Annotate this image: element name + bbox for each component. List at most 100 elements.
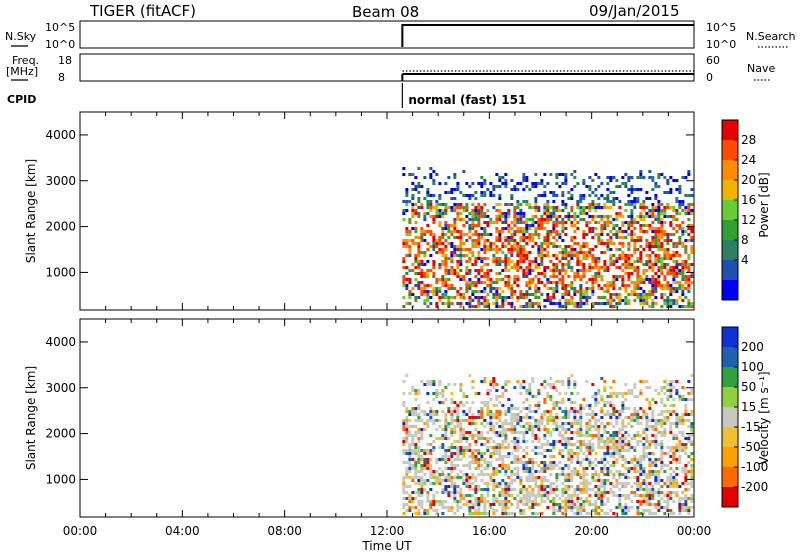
data-cell <box>621 419 625 422</box>
data-cell <box>531 185 535 188</box>
data-cell <box>444 263 448 266</box>
data-cell <box>648 446 652 449</box>
data-cell <box>507 506 511 509</box>
data-cell <box>552 404 556 407</box>
data-cell <box>540 272 544 275</box>
x-tick-label: 12:00 <box>370 524 405 538</box>
data-cell <box>642 509 646 512</box>
data-cell <box>555 275 559 278</box>
data-cell <box>471 254 475 257</box>
data-cell <box>570 401 574 404</box>
data-cell <box>429 302 433 305</box>
data-cell <box>435 500 439 503</box>
data-cell <box>576 221 580 224</box>
data-cell <box>417 479 421 482</box>
data-cell <box>519 392 523 395</box>
data-cell <box>465 500 469 503</box>
data-cell <box>570 281 574 284</box>
data-cell <box>675 419 679 422</box>
data-cell <box>639 176 643 179</box>
data-cell <box>663 221 667 224</box>
data-cell <box>486 215 490 218</box>
data-cell <box>687 299 691 302</box>
data-cell <box>651 209 655 212</box>
data-cell <box>471 413 475 416</box>
data-cell <box>615 458 619 461</box>
data-cell <box>432 290 436 293</box>
data-cell <box>435 437 439 440</box>
data-cell <box>684 482 688 485</box>
data-cell <box>402 404 406 407</box>
data-cell <box>408 410 412 413</box>
data-cell <box>525 488 529 491</box>
data-cell <box>459 425 463 428</box>
data-cell <box>492 470 496 473</box>
data-cell <box>615 233 619 236</box>
data-cell <box>534 476 538 479</box>
data-cell <box>480 182 484 185</box>
data-cell <box>534 410 538 413</box>
data-cell <box>480 257 484 260</box>
data-cell <box>477 212 481 215</box>
data-cell <box>588 176 592 179</box>
data-cell <box>543 206 547 209</box>
data-cell <box>600 470 604 473</box>
data-cell <box>414 452 418 455</box>
data-cell <box>504 431 508 434</box>
data-cell <box>549 443 553 446</box>
data-cell <box>690 239 694 242</box>
data-cell <box>633 233 637 236</box>
data-cell <box>588 434 592 437</box>
data-cell <box>669 221 673 224</box>
data-cell <box>549 215 553 218</box>
data-cell <box>570 407 574 410</box>
data-cell <box>579 284 583 287</box>
data-cell <box>657 173 661 176</box>
data-cell <box>432 194 436 197</box>
data-cell <box>492 380 496 383</box>
data-cell <box>540 413 544 416</box>
data-cell <box>480 497 484 500</box>
data-cell <box>642 293 646 296</box>
data-cell <box>510 428 514 431</box>
data-cell <box>429 203 433 206</box>
data-cell <box>495 473 499 476</box>
data-cell <box>570 392 574 395</box>
data-cell <box>687 434 691 437</box>
data-cell <box>681 278 685 281</box>
data-cell <box>405 254 409 257</box>
data-cell <box>558 401 562 404</box>
data-cell <box>621 269 625 272</box>
data-cell <box>432 221 436 224</box>
data-cell <box>663 404 667 407</box>
data-cell <box>486 257 490 260</box>
data-cell <box>639 173 643 176</box>
data-cell <box>465 260 469 263</box>
data-cell <box>501 455 505 458</box>
data-cell <box>537 254 541 257</box>
data-cell <box>423 467 427 470</box>
data-cell <box>600 218 604 221</box>
data-cell <box>444 227 448 230</box>
data-cell <box>525 254 529 257</box>
data-cell <box>615 260 619 263</box>
data-cell <box>480 422 484 425</box>
data-cell <box>543 248 547 251</box>
data-cell <box>675 254 679 257</box>
data-cell <box>516 212 520 215</box>
data-cell <box>624 383 628 386</box>
data-cell <box>570 248 574 251</box>
data-cell <box>630 212 634 215</box>
data-cell <box>522 236 526 239</box>
data-cell <box>648 404 652 407</box>
data-cell <box>522 503 526 506</box>
data-cell <box>495 458 499 461</box>
data-cell <box>624 425 628 428</box>
data-cell <box>594 173 598 176</box>
data-cell <box>468 287 472 290</box>
data-cell <box>432 287 436 290</box>
data-cell <box>609 452 613 455</box>
data-cell <box>438 203 442 206</box>
data-cell <box>678 416 682 419</box>
data-cell <box>579 209 583 212</box>
